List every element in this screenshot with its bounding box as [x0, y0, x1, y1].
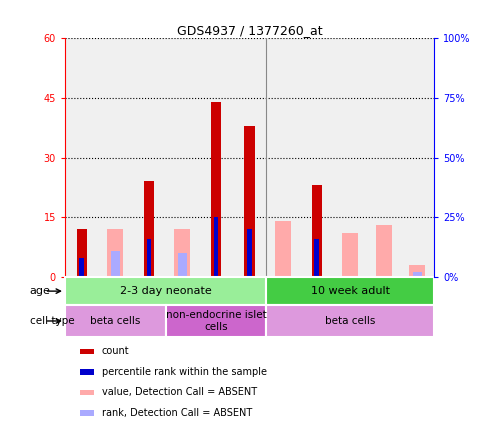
Bar	[245, 126, 254, 277]
Bar	[174, 229, 191, 277]
Bar	[80, 390, 94, 396]
Bar	[107, 229, 123, 277]
Bar	[77, 229, 87, 277]
Bar	[79, 258, 84, 277]
Bar	[65, 305, 166, 337]
Text: beta cells: beta cells	[90, 316, 140, 326]
Bar	[275, 221, 291, 277]
Bar	[266, 277, 434, 305]
Bar	[144, 181, 154, 277]
Text: count: count	[102, 346, 129, 357]
Bar	[178, 253, 187, 277]
Text: non-endocrine islet
cells: non-endocrine islet cells	[166, 310, 266, 332]
Bar	[147, 239, 151, 277]
Text: 10 week adult: 10 week adult	[311, 286, 390, 296]
Text: rank, Detection Call = ABSENT: rank, Detection Call = ABSENT	[102, 408, 252, 418]
Bar	[376, 225, 392, 277]
Text: 2-3 day neonate: 2-3 day neonate	[120, 286, 212, 296]
Text: percentile rank within the sample: percentile rank within the sample	[102, 367, 267, 377]
Title: GDS4937 / 1377260_at: GDS4937 / 1377260_at	[177, 24, 322, 37]
Text: value, Detection Call = ABSENT: value, Detection Call = ABSENT	[102, 387, 257, 398]
Bar	[247, 229, 252, 277]
Bar	[214, 217, 218, 277]
Bar	[311, 185, 322, 277]
Bar	[166, 305, 266, 337]
Bar	[266, 305, 434, 337]
Bar	[314, 239, 319, 277]
Bar	[413, 272, 422, 277]
Bar	[80, 349, 94, 354]
Text: age: age	[30, 286, 51, 296]
Bar	[80, 410, 94, 416]
Bar	[65, 277, 266, 305]
Bar	[211, 102, 221, 277]
Text: beta cells: beta cells	[325, 316, 375, 326]
Bar	[409, 265, 426, 277]
Bar	[111, 251, 120, 277]
Bar	[342, 233, 358, 277]
Bar	[80, 369, 94, 375]
Text: cell type: cell type	[30, 316, 74, 326]
